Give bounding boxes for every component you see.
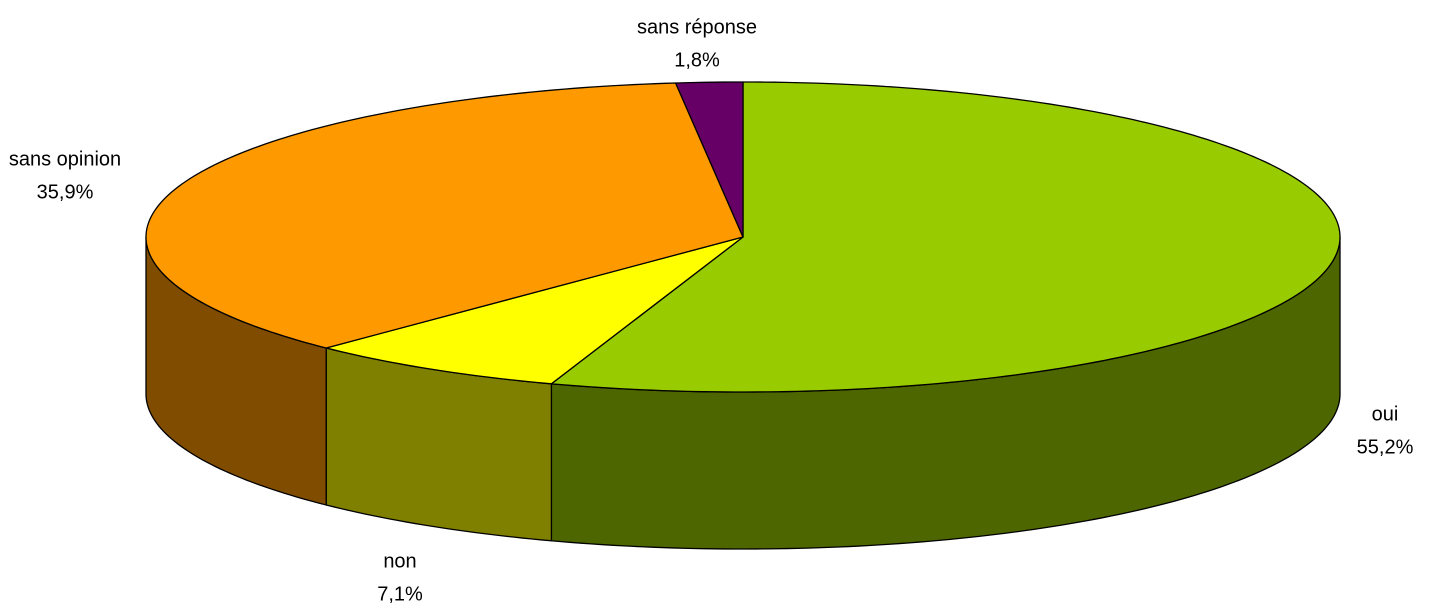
slice-label: oui [1372, 403, 1399, 425]
pie-slice [550, 81, 1341, 393]
slice-value-label: 55,2% [1357, 436, 1414, 458]
slice-label: sans opinion [9, 148, 121, 170]
pie-slice [325, 236, 744, 385]
slice-value-label: 35,9% [37, 181, 94, 203]
slice-label: non [383, 550, 416, 572]
slice-value-label: 7,1% [377, 583, 423, 605]
pie-slice [674, 81, 744, 238]
slice-value-label: 1,8% [674, 49, 720, 71]
pie-slice [145, 82, 744, 349]
slice-label: sans réponse [637, 16, 757, 38]
